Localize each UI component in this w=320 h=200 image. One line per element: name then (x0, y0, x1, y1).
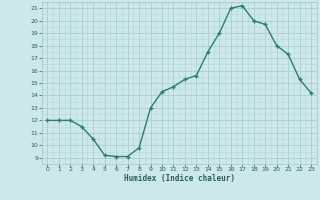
X-axis label: Humidex (Indice chaleur): Humidex (Indice chaleur) (124, 174, 235, 183)
